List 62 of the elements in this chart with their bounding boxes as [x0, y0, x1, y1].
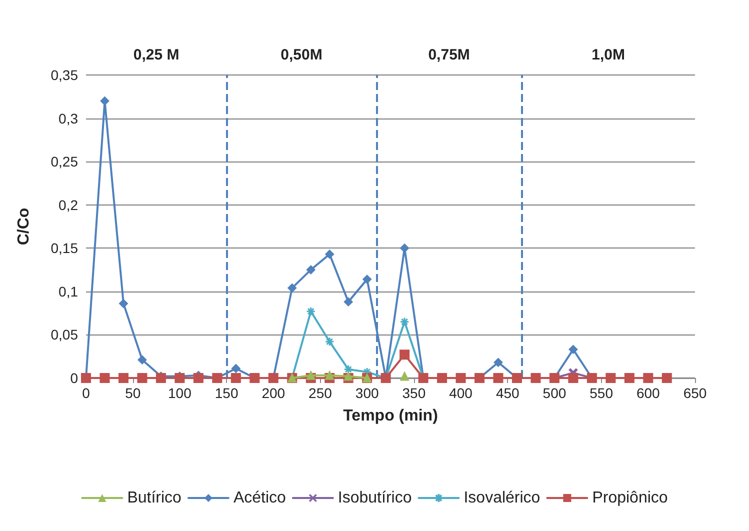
point — [100, 96, 110, 106]
text: 0,50M — [280, 46, 322, 64]
x-tick-label: 600 — [636, 385, 660, 401]
point — [568, 373, 578, 383]
point — [306, 265, 316, 274]
x-tick-label: 50 — [125, 385, 141, 401]
point — [362, 274, 372, 284]
point — [138, 355, 147, 364]
x-tick-label: 300 — [355, 385, 379, 401]
legend-label: Acético — [233, 490, 286, 506]
y-tick-label: 0,3 — [58, 110, 78, 126]
point — [400, 350, 410, 360]
point — [137, 373, 148, 383]
point — [230, 373, 241, 383]
point — [193, 373, 204, 383]
point — [493, 373, 504, 383]
y-tick-label: 0,05 — [50, 326, 78, 343]
y-tick-label: 0,1 — [58, 283, 78, 300]
x-tick-label: 200 — [262, 385, 286, 401]
legend-label: Isobutírico — [338, 490, 412, 506]
point — [118, 373, 128, 383]
point — [325, 370, 334, 380]
y-tick-label: 0,25 — [50, 154, 78, 170]
legend-label: Butírico — [127, 490, 182, 506]
legend-label: Isovalérico — [464, 490, 540, 506]
y-axis-title: C/Co — [16, 208, 32, 246]
x-tick-label: 500 — [542, 385, 566, 401]
x-tick-label: 650 — [683, 385, 707, 401]
point — [662, 373, 672, 383]
point — [325, 250, 334, 259]
x-axis-title: Tempo (min) — [343, 408, 438, 424]
legend-label: Propiônico — [592, 490, 668, 506]
point — [344, 297, 353, 306]
point — [100, 373, 110, 383]
y-tick-label: 0,2 — [58, 196, 78, 213]
point — [344, 364, 354, 374]
text: 0,75M — [428, 46, 470, 64]
x-tick-label: 250 — [308, 385, 332, 401]
x-tick-label: 550 — [590, 385, 614, 401]
x-tick-label: 350 — [402, 385, 426, 401]
point — [568, 344, 578, 354]
point — [231, 364, 240, 373]
text: 1,0M — [592, 46, 626, 64]
point — [643, 373, 654, 383]
x-tick-label: 400 — [449, 385, 473, 401]
text: 0,25 M — [133, 46, 180, 64]
y-tick-label: 0,35 — [50, 67, 78, 83]
point — [306, 306, 316, 316]
x-tick-label: 450 — [496, 385, 520, 401]
point — [306, 370, 316, 380]
point — [288, 283, 297, 292]
x-tick-label: 100 — [168, 385, 192, 401]
point — [118, 299, 128, 308]
point — [400, 372, 410, 381]
x-tick-label: 0 — [82, 385, 90, 401]
y-tick-label: 0 — [70, 370, 78, 386]
x-tick-label: 150 — [214, 385, 238, 401]
point — [494, 358, 503, 367]
point — [324, 336, 334, 346]
point — [624, 373, 634, 383]
y-tick-label: 0,15 — [50, 240, 78, 256]
point — [400, 316, 410, 326]
